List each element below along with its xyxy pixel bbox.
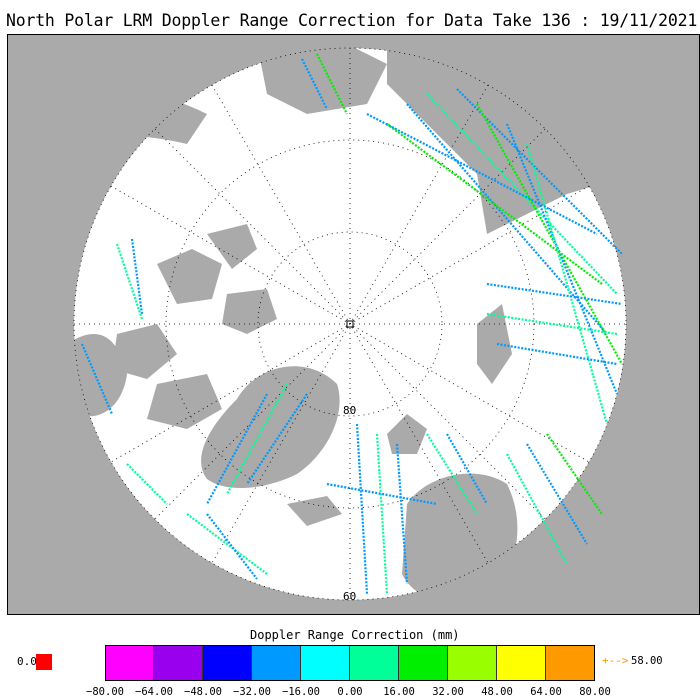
colorbar-swatch <box>252 645 301 681</box>
colorbar-tick-label: 80.00 <box>579 686 611 698</box>
overflow-arrow: +--> <box>602 654 629 667</box>
lat-label-60: 60 <box>343 590 356 603</box>
land-masses <box>7 34 700 603</box>
zero-color-box <box>36 654 52 670</box>
colorbar-tick-label: −32.00 <box>233 686 271 698</box>
colorbar-tick-label: −48.00 <box>184 686 222 698</box>
colorbar-tick-label: 0.00 <box>337 686 363 698</box>
colorbar-tick-label: 32.00 <box>432 686 464 698</box>
colorbar-title: Doppler Range Correction (mm) <box>250 628 460 642</box>
satellite-tracks <box>80 53 623 595</box>
colorbar-tick-label: −16.00 <box>282 686 320 698</box>
colorbar-swatch <box>301 645 350 681</box>
colorbar-tick-label: −80.00 <box>86 686 124 698</box>
polar-map-svg: 80 60 <box>7 34 700 615</box>
colorbar-swatch <box>203 645 252 681</box>
lat-label-80: 80 <box>343 404 356 417</box>
colorbar-swatch <box>350 645 399 681</box>
colorbar-tick-label: −64.00 <box>135 686 173 698</box>
colorbar-swatch <box>399 645 448 681</box>
colorbar-swatch <box>105 645 154 681</box>
colorbar-tick-label: 64.00 <box>530 686 562 698</box>
page-title: North Polar LRM Doppler Range Correction… <box>6 11 700 30</box>
colorbar-tick-label: 16.00 <box>383 686 415 698</box>
lat-circle-80 <box>257 231 443 417</box>
overflow-value: 58.00 <box>631 655 663 667</box>
colorbar-swatch <box>497 645 546 681</box>
colorbar-tick-label: 48.00 <box>481 686 513 698</box>
polar-map: 80 60 <box>7 34 700 615</box>
colorbar-swatch <box>154 645 203 681</box>
north-pole-marker <box>346 320 354 328</box>
colorbar <box>105 645 595 681</box>
colorbar-swatch <box>448 645 497 681</box>
colorbar-swatch <box>546 645 595 681</box>
graticule <box>73 47 627 601</box>
zero-value-label: 0.0 <box>17 655 37 668</box>
